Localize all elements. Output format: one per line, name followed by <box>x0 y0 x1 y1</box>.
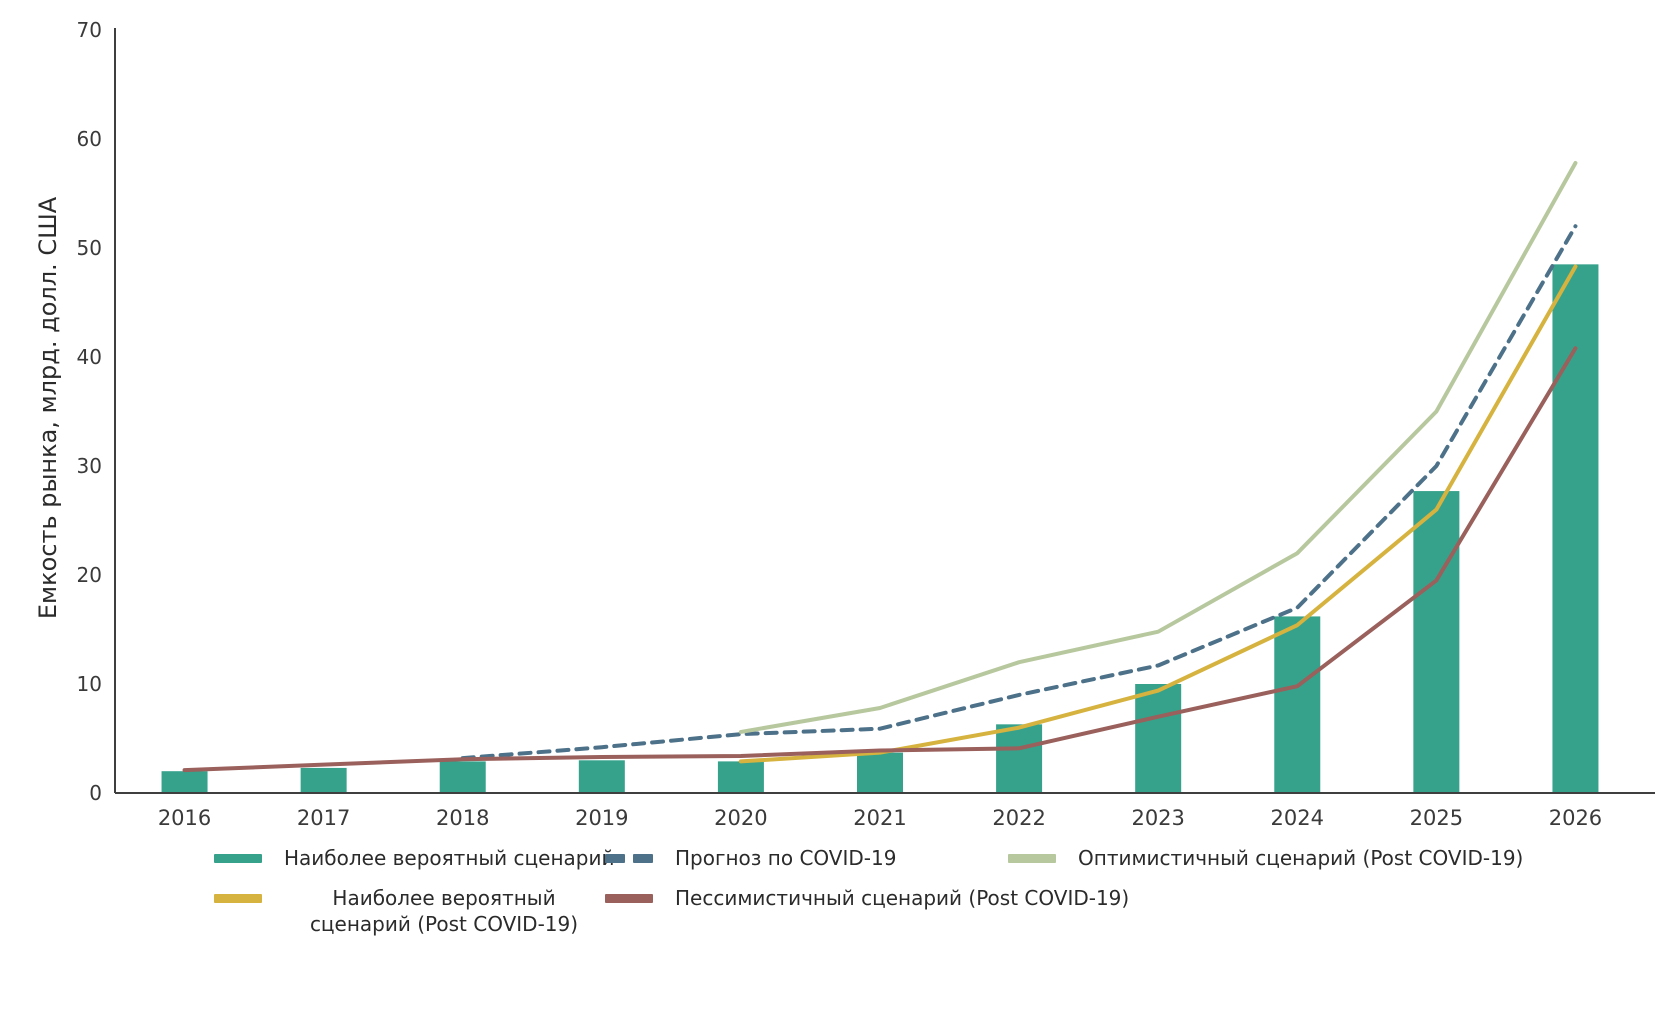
line-series-0 <box>460 224 1578 761</box>
bar-2020 <box>717 761 764 793</box>
x-tick-label: 2017 <box>297 806 350 830</box>
legend-label: Пессимистичный сценарий (Post COVID-19) <box>675 886 1130 910</box>
y-tick-label: 50 <box>77 236 102 260</box>
dashed-line-swatch-icon <box>605 854 653 863</box>
line-series-3 <box>182 346 1578 773</box>
y-tick-label: 10 <box>77 672 102 696</box>
bar-2017 <box>300 767 347 793</box>
bar-2018 <box>439 761 486 793</box>
y-axis-title: Емкость рынка, млрд. долл. США <box>34 196 62 620</box>
bar-2023 <box>1135 684 1182 793</box>
legend-label: Прогноз по COVID-19 <box>675 846 897 870</box>
x-tick-label: 2019 <box>575 806 628 830</box>
line-series-1 <box>738 160 1578 734</box>
x-tick-label: 2020 <box>714 806 767 830</box>
legend-label: Наиболее вероятный сценарий <box>284 846 615 870</box>
x-tick-label: 2023 <box>1131 806 1184 830</box>
dash-segment <box>633 854 653 863</box>
y-tick-label: 30 <box>77 454 102 478</box>
bar-2021 <box>857 752 903 793</box>
bar-2016 <box>161 771 208 793</box>
legend-item-most-likely: Наиболее вероятный сценарий <box>214 845 614 871</box>
line-swatch-icon <box>214 894 262 903</box>
x-tick-label: 2016 <box>158 806 211 830</box>
y-tick-label: 20 <box>77 563 102 587</box>
bar-2026 <box>1552 264 1599 794</box>
legend-label: Оптимистичный сценарий (Post COVID-19) <box>1078 846 1524 870</box>
bar-2025 <box>1413 491 1460 793</box>
line-swatch-icon <box>605 894 653 903</box>
line-series-2 <box>738 264 1578 764</box>
x-tick-label: 2018 <box>436 806 489 830</box>
legend-item-most-likely-post-covid: Наиболее вероятный сценарий (Post COVID-… <box>214 885 605 937</box>
bar-2024 <box>1274 616 1321 793</box>
y-tick-label: 0 <box>89 781 102 805</box>
x-tick-label: 2026 <box>1549 806 1602 830</box>
legend-item-covid-forecast: Прогноз по COVID-19 <box>605 845 1008 871</box>
bar-swatch-icon <box>214 854 262 863</box>
chart-legend: Наиболее вероятный сценарий Прогноз по C… <box>214 845 1523 937</box>
market-capacity-chart: 0 10 20 30 40 50 60 70 2016 2017 2018 2019 2020 2021 2… <box>77 18 1655 830</box>
bar-2022 <box>996 724 1043 793</box>
x-tick-label: 2025 <box>1410 806 1463 830</box>
bar-2019 <box>578 760 625 793</box>
x-tick-label: 2021 <box>853 806 906 830</box>
legend-item-optimistic: Оптимистичный сценарий (Post COVID-19) <box>1008 845 1523 871</box>
x-tick-label: 2024 <box>1271 806 1324 830</box>
line-swatch-icon <box>1008 854 1056 863</box>
x-tick-label: 2022 <box>992 806 1045 830</box>
legend-label: Наиболее вероятный сценарий (Post COVID-… <box>309 886 579 936</box>
legend-item-pessimistic: Пессимистичный сценарий (Post COVID-19) <box>605 885 1129 937</box>
dash-segment <box>605 854 625 863</box>
y-tick-label: 40 <box>77 345 102 369</box>
y-tick-label: 60 <box>77 127 102 151</box>
y-tick-label: 70 <box>77 18 102 42</box>
